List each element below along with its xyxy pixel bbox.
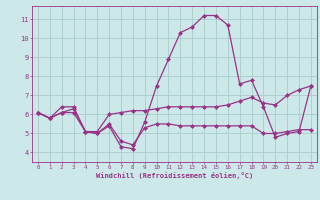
X-axis label: Windchill (Refroidissement éolien,°C): Windchill (Refroidissement éolien,°C)	[96, 172, 253, 179]
